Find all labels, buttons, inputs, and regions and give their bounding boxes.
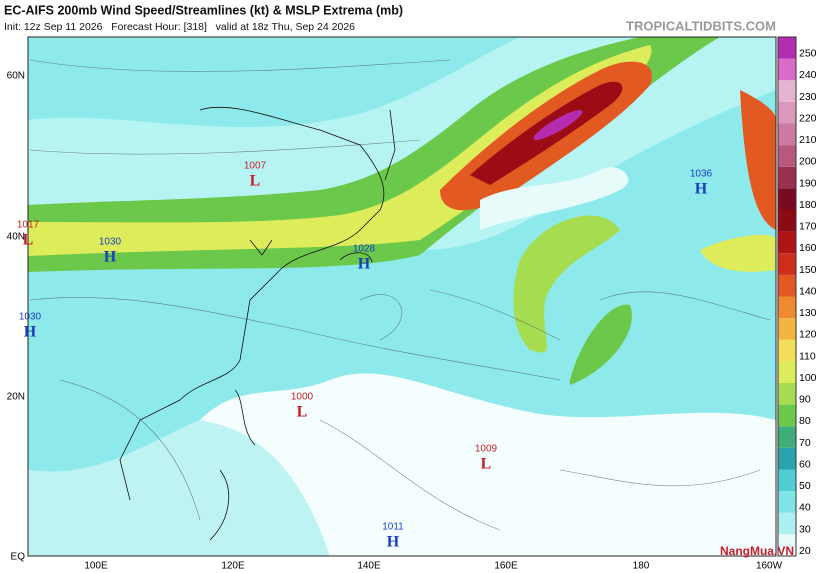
pressure-letter: H (387, 534, 400, 551)
pressure-value: 1011 (382, 522, 404, 533)
colorbar-label: 40 (799, 502, 811, 514)
colorbar-label: 80 (799, 415, 811, 427)
pressure-value: 1030 (99, 237, 122, 248)
colorbar-label: 90 (799, 394, 811, 406)
colorbar-cell (778, 426, 796, 448)
lon-label: 160W (756, 561, 783, 572)
colorbar-cell (778, 318, 796, 340)
pressure-value: 1036 (690, 169, 713, 180)
pressure-value: 1007 (244, 161, 267, 172)
colorbar-cell (778, 58, 796, 81)
map-area (27, 36, 777, 557)
lat-label: 60N (7, 71, 25, 82)
pressure-letter: L (23, 232, 34, 249)
colorbar-cell (778, 512, 796, 535)
colorbar-label: 120 (799, 329, 817, 341)
pressure-letter: H (358, 256, 371, 273)
colorbar-cell (778, 296, 796, 319)
colorbar-label: 250 (799, 48, 817, 60)
colorbar-cell (778, 404, 796, 427)
colorbar-cell (778, 166, 796, 189)
subtitle: Init: 12z Sep 11 2026 Forecast Hour: [31… (4, 21, 355, 33)
pressure-value: 1028 (353, 244, 376, 255)
colorbar-label: 100 (799, 372, 817, 384)
lon-label: 100E (84, 561, 108, 572)
colorbar-label: 240 (799, 69, 817, 81)
pressure-letter: H (695, 181, 708, 198)
lat-label: 40N (7, 232, 25, 243)
colorbar-label: 220 (799, 112, 817, 124)
title: EC-AIFS 200mb Wind Speed/Streamlines (kt… (4, 3, 403, 17)
pressure-value: 1000 (291, 392, 314, 403)
colorbar-frame (777, 36, 797, 557)
colorbar-cell (778, 123, 796, 146)
colorbar-cell (778, 37, 796, 59)
colorbar-cell (778, 361, 796, 383)
colorbar-label: 70 (799, 437, 811, 449)
colorbar-label: 130 (799, 307, 817, 319)
colorbar-cell (778, 274, 796, 297)
colorbar-label: 160 (799, 242, 817, 254)
colorbar: 20 30 40 50 60 70 80 90 100 110 120 130 140 150 160 170… (777, 36, 817, 557)
lon-label: 120E (221, 561, 245, 572)
watermark: NangMua.VN (720, 544, 794, 558)
site-name: TROPICALTIDBITS.COM (626, 18, 776, 33)
pressure-letter: H (24, 324, 37, 341)
colorbar-cell (778, 188, 796, 210)
colorbar-label: 60 (799, 458, 811, 470)
colorbar-label: 140 (799, 285, 817, 297)
colorbar-cell (778, 253, 796, 275)
colorbar-cell (778, 80, 796, 102)
colorbar-cell (778, 383, 796, 405)
colorbar-label: 50 (799, 480, 811, 492)
colorbar-cell (778, 534, 796, 556)
colorbar-cell (778, 447, 796, 470)
colorbar-label: 190 (799, 177, 817, 189)
colorbar-cell (778, 210, 796, 232)
pressure-value: 1009 (475, 444, 498, 455)
colorbar-cell (778, 339, 796, 362)
colorbar-cell (778, 491, 796, 513)
pressure-value: 1017 (17, 220, 40, 231)
colorbar-cell (778, 231, 796, 254)
colorbar-cell (778, 101, 796, 124)
pressure-letter: L (481, 456, 492, 473)
lon-label: 160E (494, 561, 518, 572)
pressure-letter: L (297, 404, 308, 421)
colorbar-label: 210 (799, 134, 817, 146)
colorbar-label: 150 (799, 264, 817, 276)
colorbar-label: 230 (799, 91, 817, 103)
colorbar-cell (778, 469, 796, 492)
pressure-letter: L (250, 173, 261, 190)
pressure-value: 1030 (19, 312, 42, 323)
colorbar-label: 200 (799, 156, 817, 168)
lon-label: 180 (633, 561, 650, 572)
colorbar-label: 180 (799, 199, 817, 211)
colorbar-label: 30 (799, 523, 811, 535)
lat-label: 20N (7, 392, 25, 403)
colorbar-label: 170 (799, 221, 817, 233)
pressure-letter: H (104, 249, 117, 266)
colorbar-label: 110 (799, 350, 816, 362)
lon-label: 140E (357, 561, 381, 572)
colorbar-label: 20 (799, 545, 811, 557)
lat-label: EQ (11, 552, 26, 563)
colorbar-cell (778, 145, 796, 167)
